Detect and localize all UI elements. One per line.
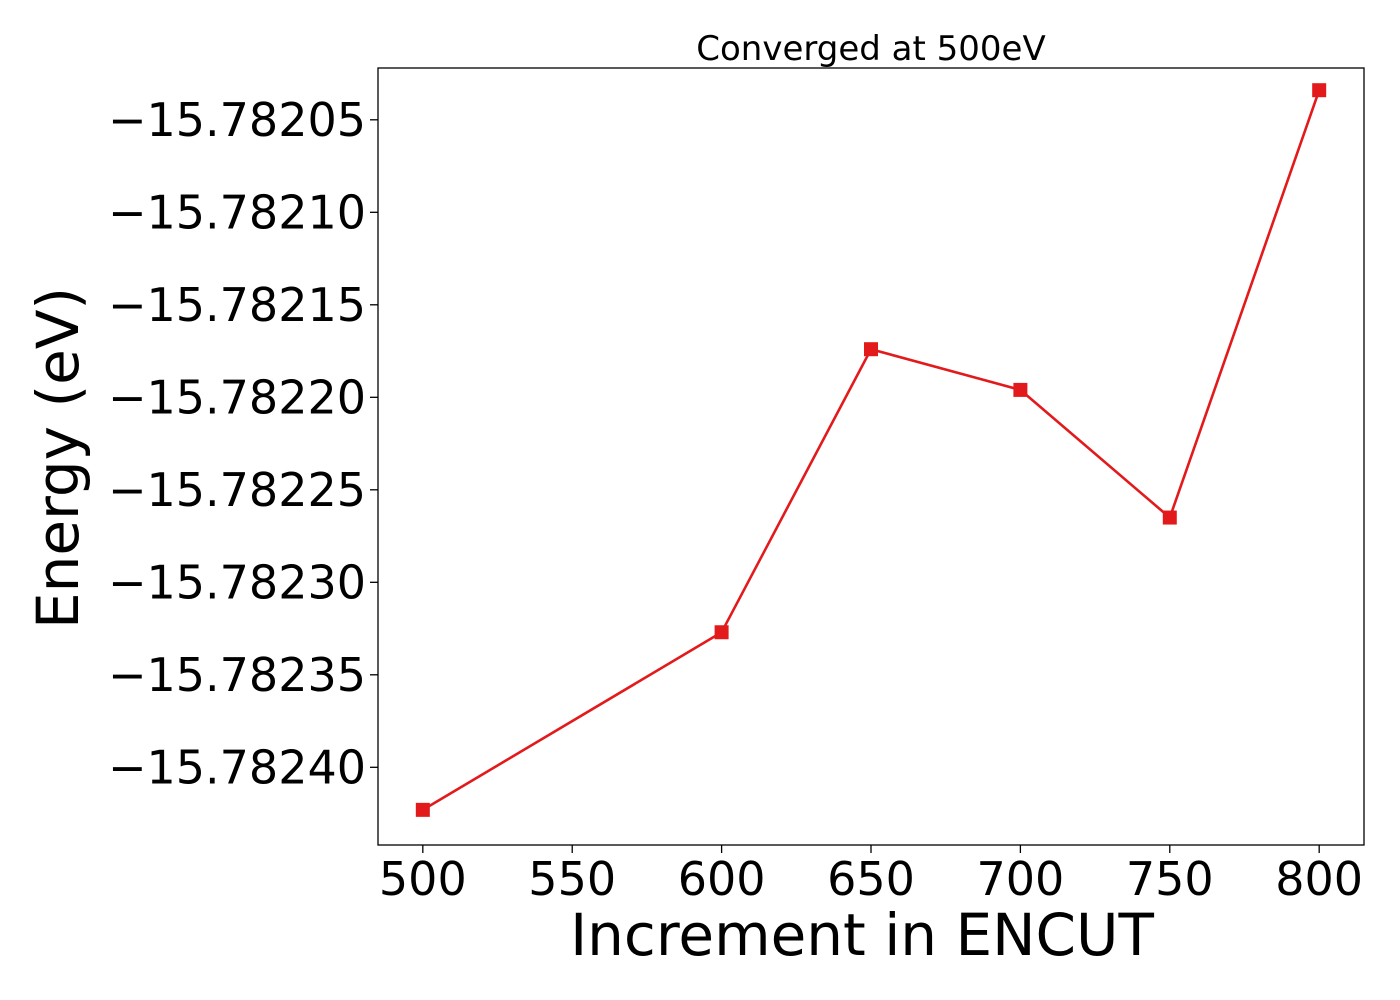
x-tick-label: 550 [528,852,616,906]
chart-title: Converged at 500eV [696,29,1045,69]
x-tick-label: 600 [678,852,766,906]
x-tick-label: 500 [379,852,467,906]
x-axis-ticks: 500 550 600 650 700 750 800 [379,845,1363,906]
data-point-marker [864,342,878,357]
y-tick-label: −15.78230 [108,555,366,609]
y-tick-label: −15.78240 [108,740,366,794]
x-tick-label: 750 [1126,852,1214,906]
data-point-marker [415,802,430,817]
y-axis-label: Energy (eV) [24,287,92,629]
x-tick-label: 650 [827,852,915,906]
data-point-marker [1162,510,1177,525]
series-line [422,89,1321,812]
series-layer [415,83,1327,817]
data-point-marker [1013,382,1028,397]
y-tick-label: −15.78205 [108,93,366,147]
y-tick-label: −15.78220 [108,370,366,424]
y-axis-ticks: −15.78205 −15.78210 −15.78215 −15.78220 −15.… [108,93,378,794]
data-point-marker [714,625,729,640]
plot-area-frame [377,67,1365,846]
y-tick-label: −15.78210 [108,185,366,239]
data-point-marker [1312,83,1327,98]
x-axis-label: Increment in ENCUT [570,901,1154,969]
y-tick-label: −15.78235 [108,648,366,702]
y-tick-label: −15.78215 [108,278,366,332]
y-tick-label: −15.78225 [108,463,366,517]
x-tick-label: 700 [976,852,1064,906]
x-tick-label: 800 [1275,852,1363,906]
